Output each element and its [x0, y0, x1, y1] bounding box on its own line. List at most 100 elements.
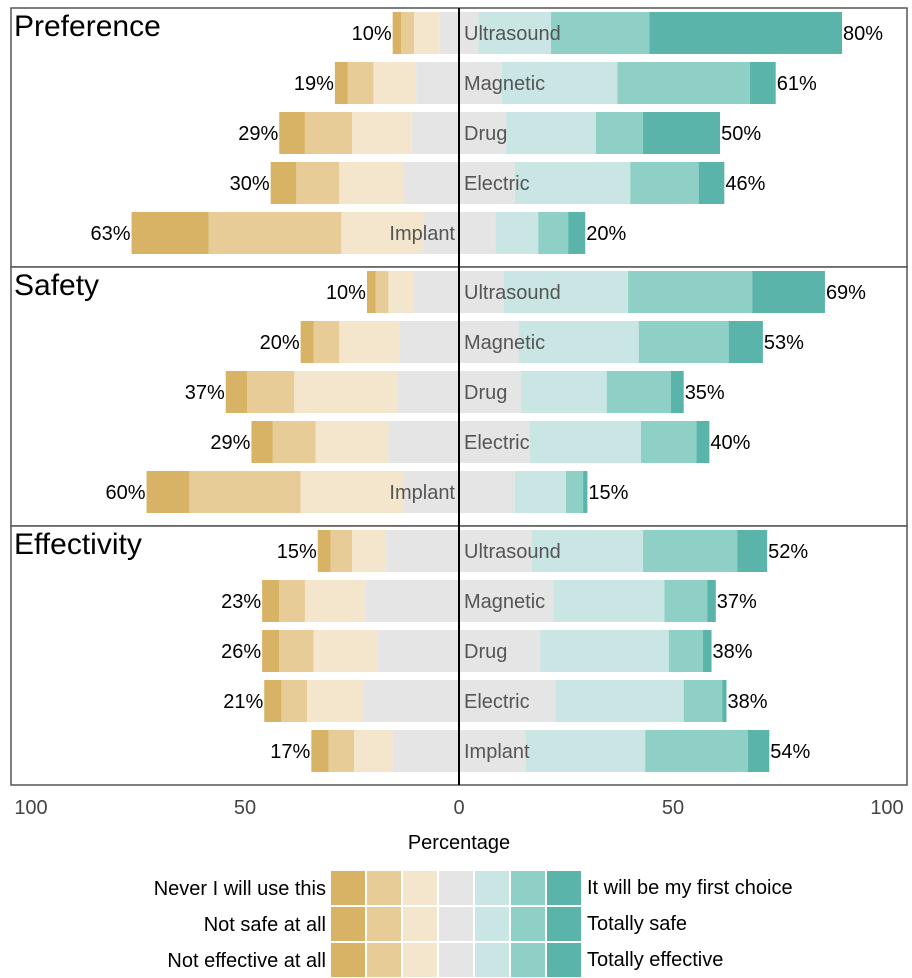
neg-percent-label: 17%	[270, 741, 310, 763]
bar-segment	[459, 271, 504, 313]
bar-row: Implant 63% 20%	[91, 212, 627, 254]
legend-row: Not effective at all Totally effective	[167, 943, 723, 977]
bar-segment	[595, 112, 644, 154]
bar-segment	[645, 730, 748, 772]
neg-percent-label: 20%	[260, 332, 300, 354]
legend-swatch	[403, 907, 437, 941]
bar-segment	[354, 730, 393, 772]
bar-segment	[583, 471, 588, 513]
legend-swatch	[367, 907, 401, 941]
bar-segment	[459, 421, 530, 463]
bar-segment	[304, 580, 365, 622]
bar-segment	[386, 530, 459, 572]
bar-segment	[247, 371, 295, 413]
item-label: Ultrasound	[464, 282, 561, 304]
bar-segment	[341, 212, 423, 254]
legend-swatch	[403, 943, 437, 977]
legend-swatch	[475, 943, 509, 977]
item-label: Electric	[464, 432, 530, 454]
bar-segment	[403, 162, 459, 204]
bar-segment	[525, 730, 646, 772]
legend-swatch	[403, 871, 437, 905]
bar-segment	[279, 580, 305, 622]
bar-segment	[225, 371, 248, 413]
bar-segment	[364, 580, 459, 622]
bar-segment	[747, 730, 770, 772]
item-label: Drug	[464, 641, 507, 663]
bar-segment	[606, 371, 671, 413]
item-label: Drug	[464, 123, 507, 145]
legend-low-label: Not safe at all	[204, 914, 326, 936]
bar-segment	[630, 162, 699, 204]
pos-percent-label: 46%	[725, 173, 765, 195]
neg-percent-label: 63%	[91, 223, 131, 245]
pos-percent-label: 40%	[710, 432, 750, 454]
bar-segment	[643, 112, 721, 154]
legend-swatch	[547, 943, 581, 977]
bar-segment	[279, 112, 305, 154]
bar-segment	[459, 112, 507, 154]
bar-segment	[459, 162, 515, 204]
bar-segment	[366, 271, 376, 313]
bar-segment	[459, 471, 515, 513]
bar-segment	[702, 630, 712, 672]
item-label: Electric	[464, 173, 530, 195]
panel-title: Effectivity	[14, 528, 142, 561]
bar-segment	[339, 162, 404, 204]
item-label: Magnetic	[464, 332, 545, 354]
legend-high-label: Totally safe	[587, 913, 687, 935]
bar-row: Electric 29% 40%	[210, 421, 751, 463]
bar-segment	[750, 62, 776, 104]
neg-percent-label: 29%	[238, 123, 278, 145]
x-tick-label: 50	[234, 797, 256, 819]
item-label: Implant	[389, 482, 455, 504]
bar-segment	[264, 680, 282, 722]
item-label: Ultrasound	[464, 541, 561, 563]
legend-low-label: Not effective at all	[167, 950, 326, 972]
pos-percent-label: 53%	[764, 332, 804, 354]
bar-segment	[375, 271, 389, 313]
bar-segment	[392, 12, 402, 54]
bar-segment	[313, 630, 378, 672]
bar-row: Drug 37% 35%	[185, 371, 725, 413]
bar-segment	[628, 271, 753, 313]
bar-segment	[377, 630, 459, 672]
bar-segment	[392, 730, 459, 772]
bar-segment	[439, 12, 459, 54]
legend-low-label: Never I will use this	[154, 878, 326, 900]
bar-segment	[189, 471, 301, 513]
x-tick-label: 50	[662, 797, 684, 819]
bar-segment	[347, 62, 374, 104]
legend-swatch	[511, 907, 545, 941]
bar-segment	[514, 162, 631, 204]
bar-segment	[388, 271, 415, 313]
x-tick-label: 0	[453, 797, 464, 819]
bar-segment	[396, 371, 459, 413]
pos-percent-label: 20%	[586, 223, 626, 245]
bar-segment	[506, 112, 596, 154]
bar-segment	[521, 371, 607, 413]
bar-row: Ultrasound 10% 80%	[352, 12, 883, 54]
pos-percent-label: 61%	[777, 73, 817, 95]
bar-segment	[459, 212, 496, 254]
legend-high-label: It will be my first choice	[587, 877, 793, 899]
bar-segment	[294, 371, 397, 413]
item-label: Magnetic	[464, 73, 545, 95]
bar-segment	[296, 162, 340, 204]
bar-segment	[529, 421, 641, 463]
legend-swatch	[475, 907, 509, 941]
legend-swatch	[367, 871, 401, 905]
bar-segment	[270, 162, 297, 204]
pos-percent-label: 69%	[826, 282, 866, 304]
panel-title: Preference	[14, 10, 161, 43]
pos-percent-label: 35%	[685, 382, 725, 404]
neg-percent-label: 60%	[106, 482, 146, 504]
bar-segment	[313, 321, 340, 363]
bar-segment	[317, 530, 331, 572]
bar-row: Drug 29% 50%	[238, 112, 761, 154]
bar-segment	[352, 530, 387, 572]
bar-segment	[281, 680, 308, 722]
bar-segment	[300, 471, 404, 513]
item-label: Electric	[464, 691, 530, 713]
